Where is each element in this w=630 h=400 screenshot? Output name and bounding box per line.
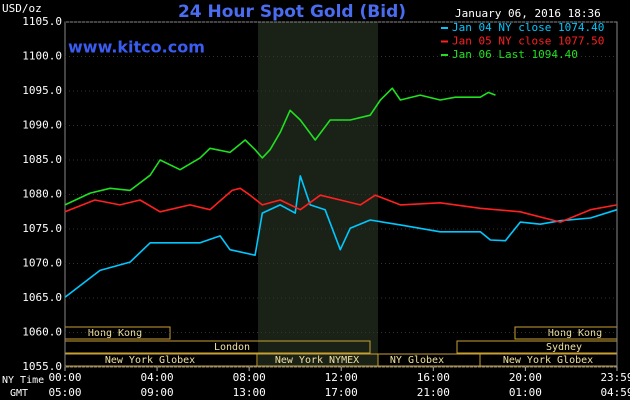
y-tick-label: 1070.0 [22,257,62,270]
y-tick-label: 1065.0 [22,291,62,304]
legend-label: Jan 05 NY close 1077.50 [452,35,604,48]
x-tick-label: 04:00 [141,371,174,384]
x2-tick-label: 09:00 [141,386,174,399]
x2-tick-label: 01:00 [509,386,542,399]
x-tick-label: 08:00 [233,371,266,384]
x2-label: GMT [10,388,28,399]
x2-tick-label: 05:00 [48,386,81,399]
date-label: January 06, 2016 18:36 [455,7,601,20]
y-tick-label: 1080.0 [22,188,62,201]
session-label: New York Globex [503,355,593,366]
x2-tick-label: 21:00 [417,386,450,399]
y-tick-label: 1090.0 [22,119,62,132]
session-label: New York NYMEX [275,355,359,366]
legend-label: Jan 04 NY close 1074.40 [452,21,604,34]
y-unit: USD/oz [2,2,42,15]
y-tick-label: 1095.0 [22,84,62,97]
y-tick-label: 1075.0 [22,222,62,235]
session-label: Sydney [546,342,582,353]
session-label: New York Globex [105,355,195,366]
x-label: NY Time [2,375,44,386]
x2-tick-label: 17:00 [325,386,358,399]
session-label: Hong Kong [88,328,142,339]
chart-title: 24 Hour Spot Gold (Bid) [178,2,406,22]
x-tick-label: 12:00 [325,371,358,384]
y-tick-label: 1105.0 [22,15,62,28]
session-label: London [214,342,250,353]
y-tick-label: 1100.0 [22,50,62,63]
x2-tick-label: 13:00 [233,386,266,399]
x-tick-label: 20:00 [509,371,542,384]
series-line [64,87,496,206]
series-line [64,175,618,298]
x2-tick-label: 04:59 [600,386,630,399]
session-label: Hong Kong [548,328,602,339]
legend-label: Jan 06 Last 1094.40 [452,48,578,61]
y-tick-label: 1055.0 [22,360,62,373]
y-tick-label: 1060.0 [22,326,62,339]
y-tick-label: 1085.0 [22,153,62,166]
session-label: NY Globex [390,355,444,366]
x-tick-label: 16:00 [417,371,450,384]
series-line [64,187,618,223]
sessions: Hong Kong London New York Globex New Yor… [64,326,618,367]
website: www.kitco.com [68,38,205,57]
x-tick-label: 00:00 [48,371,81,384]
x-tick-label: 23:59 [600,371,630,384]
